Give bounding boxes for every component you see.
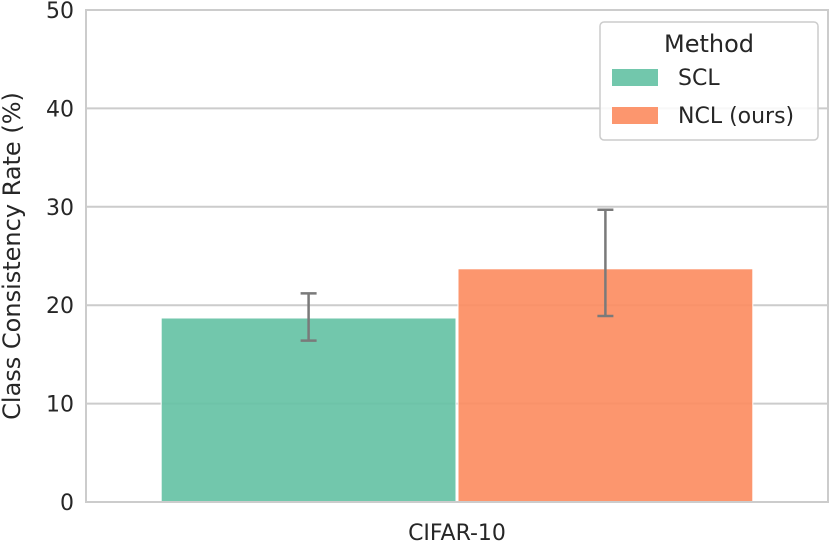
y-tick-label: 0 (60, 491, 74, 516)
y-tick-labels: 0 10 20 30 40 50 (46, 0, 74, 516)
legend-label: SCL (678, 66, 720, 91)
error-bar (300, 292, 317, 342)
y-tick-label: 30 (46, 196, 74, 221)
legend-swatch (612, 69, 658, 86)
y-tick-label: 40 (46, 97, 74, 122)
y-tick-label: 10 (46, 393, 74, 418)
bars (160, 268, 754, 503)
y-tick-label: 50 (46, 0, 74, 24)
y-axis-label: Class Consistency Rate (%) (0, 92, 26, 420)
plot-frame (85, 9, 829, 503)
error-bar (597, 208, 614, 318)
legend-swatch (612, 107, 658, 124)
legend-title: Method (664, 30, 754, 58)
bar-scl (160, 317, 457, 503)
legend: Method SCL NCL (ours) (599, 21, 819, 141)
x-tick-label: CIFAR-10 (408, 521, 506, 546)
y-tick-label: 20 (46, 294, 74, 319)
legend-label: NCL (ours) (678, 104, 794, 129)
x-tick-labels: CIFAR-10 (408, 521, 506, 546)
error-bars (300, 208, 614, 342)
